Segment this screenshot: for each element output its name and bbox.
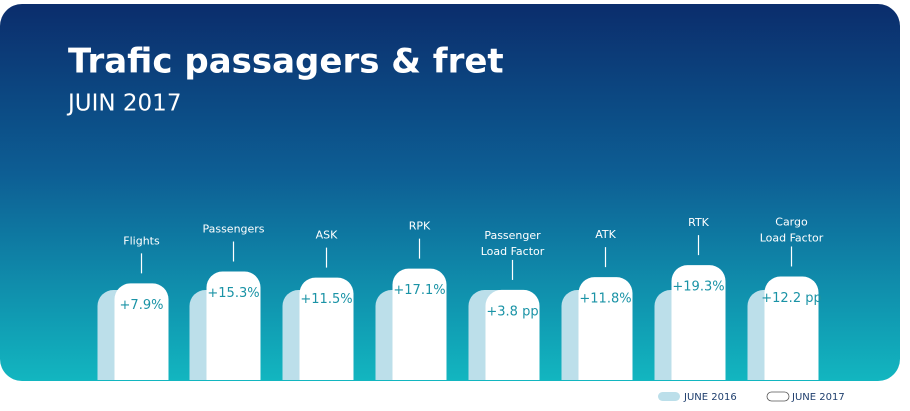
category-label: Cargo Load Factor	[760, 215, 824, 244]
category-label: Flights	[123, 234, 160, 247]
value-label: +15.3%	[207, 286, 259, 301]
category-label: Passengers	[202, 223, 264, 236]
legend-label: JUNE 2016	[683, 392, 737, 403]
category-label: ATK	[595, 228, 616, 241]
bar	[671, 265, 726, 380]
bar	[114, 283, 169, 380]
value-label: +11.8%	[579, 292, 631, 307]
value-label: +17.1%	[393, 283, 445, 298]
legend-label: JUNE 2017	[791, 392, 845, 403]
value-label: +7.9%	[120, 298, 164, 313]
bar	[485, 289, 540, 380]
category-label: ASK	[316, 229, 339, 242]
chart-title: Trafic passagers & fret	[68, 42, 504, 82]
value-label: +12.2 pp	[761, 291, 821, 306]
chart-subtitle: JUIN 2017	[66, 91, 181, 117]
legend-swatch	[658, 392, 680, 401]
category-label: Passenger Load Factor	[481, 229, 545, 258]
bar	[392, 268, 447, 380]
value-label: +11.5%	[300, 292, 352, 307]
bar	[206, 271, 261, 380]
value-label: +3.8 pp	[486, 304, 538, 319]
bar	[764, 276, 819, 380]
legend-swatch	[766, 391, 790, 402]
bar	[578, 277, 633, 380]
category-label: RTK	[688, 216, 710, 229]
category-label: RPK	[409, 220, 431, 233]
value-label: +19.3%	[672, 280, 724, 295]
bar	[299, 277, 354, 380]
